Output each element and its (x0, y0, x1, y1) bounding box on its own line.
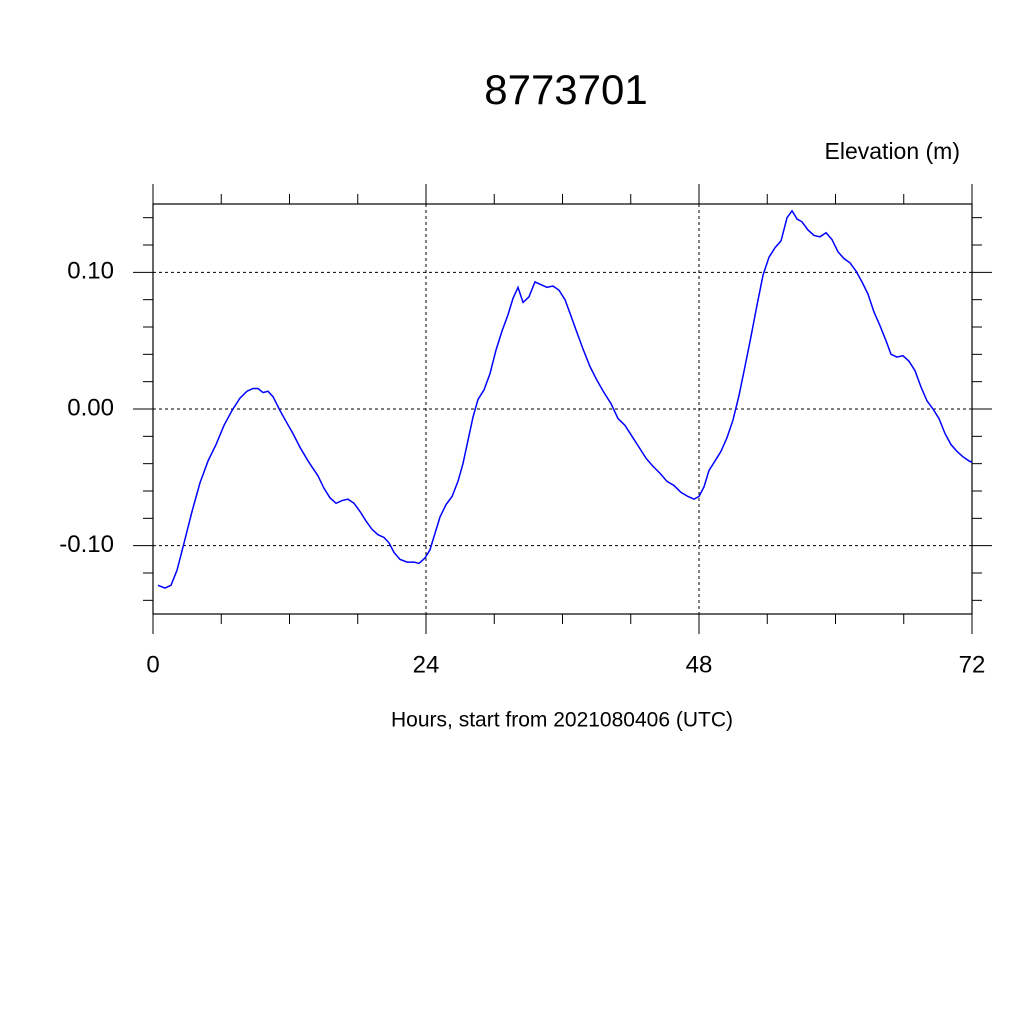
y-tick-label: -0.10 (59, 531, 114, 558)
x-tick-label: 24 (413, 651, 440, 678)
x-tick-label: 0 (146, 651, 159, 678)
y-axis-label: Elevation (m) (825, 138, 960, 164)
y-tick-label: 0.10 (67, 258, 114, 285)
y-tick-label: 0.00 (67, 394, 114, 421)
chart-title: 8773701 (484, 66, 648, 113)
x-tick-label: 48 (686, 651, 713, 678)
x-tick-label: 72 (959, 651, 986, 678)
data-line (157, 209, 973, 589)
x-axis-label: Hours, start from 2021080406 (UTC) (391, 709, 733, 732)
